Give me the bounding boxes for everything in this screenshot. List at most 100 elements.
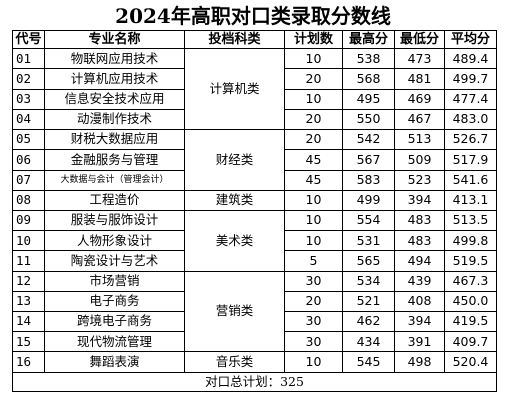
row-max-score: 534 — [342, 270, 395, 292]
row-plan: 10 — [284, 351, 343, 373]
row-code: 02 — [12, 68, 45, 90]
row-code: 01 — [12, 48, 45, 70]
row-plan: 5 — [284, 250, 343, 272]
row-max-score: 462 — [342, 311, 395, 333]
row-max-score: 545 — [342, 351, 395, 373]
row-major-name: 陶瓷设计与艺术 — [44, 250, 185, 272]
row-major-name: 财税大数据应用 — [44, 129, 185, 151]
header-min-score: 最低分 — [394, 29, 445, 50]
footer-row: 对口总计划：325 — [12, 371, 497, 393]
row-avg-score: 483.0 — [444, 108, 497, 131]
table-row: 06 金融服务与管理 45 567 509 517.9 — [12, 149, 497, 171]
row-avg-score: 520.4 — [444, 351, 497, 373]
header-code: 代号 — [12, 29, 45, 50]
row-plan: 20 — [284, 108, 343, 131]
row-code: 08 — [12, 189, 45, 211]
row-min-score: 473 — [394, 48, 445, 70]
row-max-score: 550 — [342, 108, 395, 131]
table-row: 03 信息安全技术应用 10 495 469 477.4 — [12, 88, 497, 110]
row-major-name: 金融服务与管理 — [44, 149, 185, 171]
row-major-name: 工程造价 — [44, 189, 185, 211]
table-row: 12 市场营销 营销类 30 534 439 467.3 — [12, 270, 497, 353]
category-marketing: 营销类 — [184, 270, 285, 353]
row-major-name: 大数据与会计（管理会计） — [44, 169, 185, 191]
row-min-score: 469 — [394, 88, 445, 110]
table-row: 09 服装与服饰设计 美术类 10 554 483 513.5 — [12, 209, 497, 272]
row-avg-score: 413.1 — [444, 189, 497, 211]
table-row: 02 计算机应用技术 20 568 481 499.7 — [12, 68, 497, 90]
row-plan: 30 — [284, 331, 343, 353]
row-max-score: 554 — [342, 209, 395, 232]
row-min-score: 394 — [394, 189, 445, 211]
row-min-score: 483 — [394, 230, 445, 252]
category-construction: 建筑类 — [184, 189, 285, 211]
row-avg-score: 489.4 — [444, 48, 497, 70]
table-row: 15 现代物流管理 30 434 391 409.7 — [12, 331, 497, 353]
row-plan: 30 — [284, 270, 343, 292]
row-avg-score: 526.7 — [444, 129, 497, 151]
table-row: 04 动漫制作技术 20 550 467 483.0 — [12, 108, 497, 131]
row-plan: 45 — [284, 149, 343, 171]
row-min-score: 513 — [394, 129, 445, 151]
header-row: 代号 专业名称 投档科类 计划数 最高分 最低分 平均分 — [12, 29, 497, 50]
row-max-score: 542 — [342, 129, 395, 151]
row-max-score: 434 — [342, 331, 395, 353]
row-min-score: 483 — [394, 209, 445, 232]
row-code: 10 — [12, 230, 45, 252]
row-avg-score: 519.5 — [444, 250, 497, 272]
row-avg-score: 419.5 — [444, 311, 497, 333]
category-art: 美术类 — [184, 209, 285, 272]
row-code: 03 — [12, 88, 45, 110]
row-min-score: 498 — [394, 351, 445, 373]
row-plan: 20 — [284, 129, 343, 151]
row-avg-score: 409.7 — [444, 331, 497, 353]
row-major-name: 服装与服饰设计 — [44, 209, 185, 232]
row-major-name: 电子商务 — [44, 290, 185, 313]
row-min-score: 467 — [394, 108, 445, 131]
row-major-name: 动漫制作技术 — [44, 108, 185, 131]
row-max-score: 565 — [342, 250, 395, 272]
table-row: 08 工程造价 建筑类 10 499 394 413.1 — [12, 189, 497, 211]
row-code: 06 — [12, 149, 45, 171]
row-plan: 10 — [284, 88, 343, 110]
table-row: 10 人物形象设计 10 531 483 499.8 — [12, 230, 497, 252]
row-major-name: 舞蹈表演 — [44, 351, 185, 373]
row-max-score: 521 — [342, 290, 395, 313]
table-row: 13 电子商务 20 521 408 450.0 — [12, 290, 497, 313]
row-min-score: 509 — [394, 149, 445, 171]
header-major-name: 专业名称 — [44, 29, 185, 50]
total-plan: 对口总计划：325 — [12, 371, 497, 393]
row-major-name: 信息安全技术应用 — [44, 88, 185, 110]
row-max-score: 531 — [342, 230, 395, 252]
category-computer: 计算机类 — [184, 48, 285, 131]
admission-score-table: 代号 专业名称 投档科类 计划数 最高分 最低分 平均分 01 物联网应用技术 … — [12, 29, 497, 393]
row-code: 11 — [12, 250, 45, 272]
page-title: 2024年高职对口类录取分数线 — [115, 4, 391, 28]
table-row: 14 跨境电子商务 30 462 394 419.5 — [12, 311, 497, 333]
row-code: 09 — [12, 209, 45, 232]
row-max-score: 499 — [342, 189, 395, 211]
table-row: 05 财税大数据应用 财经类 20 542 513 526.7 — [12, 129, 497, 191]
header-max-score: 最高分 — [342, 29, 395, 50]
row-max-score: 568 — [342, 68, 395, 90]
row-plan: 20 — [284, 68, 343, 90]
row-plan: 10 — [284, 189, 343, 211]
row-code: 05 — [12, 129, 45, 151]
row-major-name: 市场营销 — [44, 270, 185, 292]
row-avg-score: 499.7 — [444, 68, 497, 90]
row-plan: 20 — [284, 290, 343, 313]
header-category: 投档科类 — [184, 29, 285, 50]
table-row: 07 大数据与会计（管理会计） 45 583 523 541.6 — [12, 169, 497, 191]
row-major-name: 物联网应用技术 — [44, 48, 185, 70]
row-major-name: 计算机应用技术 — [44, 68, 185, 90]
row-code: 12 — [12, 270, 45, 292]
row-code: 07 — [12, 169, 45, 191]
row-avg-score: 499.8 — [444, 230, 497, 252]
table-row: 01 物联网应用技术 计算机类 10 538 473 489.4 — [12, 48, 497, 131]
row-code: 14 — [12, 311, 45, 333]
row-max-score: 538 — [342, 48, 395, 70]
row-avg-score: 450.0 — [444, 290, 497, 313]
row-avg-score: 517.9 — [444, 149, 497, 171]
row-code: 16 — [12, 351, 45, 373]
header-avg-score: 平均分 — [444, 29, 497, 50]
